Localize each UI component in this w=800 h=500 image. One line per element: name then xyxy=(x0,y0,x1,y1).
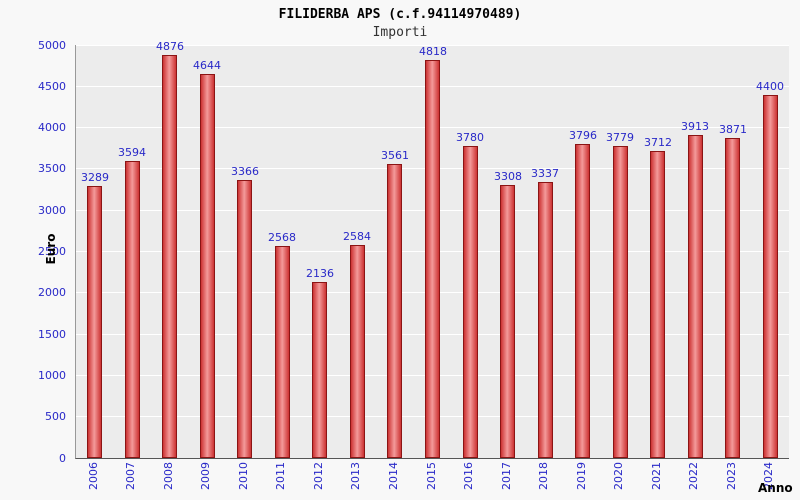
x-axis-tick-label: 2013 xyxy=(349,462,362,490)
x-axis-tick-label: 2009 xyxy=(199,462,212,490)
bar-value-label: 3594 xyxy=(118,146,146,159)
x-axis-title: Anno xyxy=(758,481,793,495)
bar-value-label: 4818 xyxy=(419,45,447,58)
y-axis-tick-label: 4000 xyxy=(38,121,66,135)
x-axis-tick-label: 2008 xyxy=(162,462,175,490)
bar-value-label: 3366 xyxy=(231,165,259,178)
x-axis-tick-label: 2019 xyxy=(575,462,588,490)
chart-subtitle: Importi xyxy=(372,25,428,40)
bar xyxy=(200,74,215,458)
bar-value-label: 3289 xyxy=(81,171,109,184)
bar xyxy=(725,138,740,458)
x-axis-tick-label: 2007 xyxy=(124,462,137,490)
gridline xyxy=(76,44,789,46)
bar xyxy=(162,55,177,458)
bar-value-label: 3779 xyxy=(606,131,634,144)
x-axis-tick-label: 2021 xyxy=(650,462,663,490)
y-axis-tick-label: 4500 xyxy=(38,79,66,93)
bar xyxy=(500,185,515,458)
bar xyxy=(387,164,402,458)
bar xyxy=(425,60,440,458)
bar xyxy=(275,246,290,458)
x-axis-tick-label: 2014 xyxy=(387,462,400,490)
x-axis-tick-label: 2006 xyxy=(87,462,100,490)
bar-value-label: 4876 xyxy=(156,40,184,53)
y-axis-tick-label: 0 xyxy=(59,451,66,465)
x-axis-tick-label: 2012 xyxy=(312,462,325,490)
x-axis-tick-label: 2017 xyxy=(500,462,513,490)
bar xyxy=(312,282,327,458)
bar xyxy=(763,95,778,458)
x-axis-tick-label: 2020 xyxy=(612,462,625,490)
chart-title: FILIDERBA APS (c.f.94114970489) xyxy=(278,7,522,22)
bar xyxy=(650,151,665,458)
bar-value-label: 3796 xyxy=(569,129,597,142)
y-axis-tick-label: 500 xyxy=(45,410,66,424)
bar-value-label: 3871 xyxy=(719,123,747,136)
y-axis-tick-labels: 0 500 1000 1500 2000 2500 3000 3500 4000 4500 5000 xyxy=(0,39,70,465)
x-axis-tick-label: 2015 xyxy=(425,462,438,490)
x-axis-tick-label: 2022 xyxy=(687,462,700,490)
bar xyxy=(613,146,628,458)
x-axis-tick-label: 2010 xyxy=(237,462,250,490)
bar xyxy=(87,186,102,458)
y-axis-tick-label: 5000 xyxy=(38,38,66,52)
x-axis-tick-label: 2023 xyxy=(725,462,738,490)
bar-value-label: 3913 xyxy=(681,120,709,133)
bar xyxy=(575,144,590,458)
bar xyxy=(463,146,478,458)
y-axis-tick-label: 1500 xyxy=(38,327,66,341)
y-axis-tick-label: 2000 xyxy=(38,286,66,300)
x-axis-tick-label: 2016 xyxy=(462,462,475,490)
bar-value-label: 3337 xyxy=(531,167,559,180)
bar-value-label: 3780 xyxy=(456,131,484,144)
bar-value-label: 3308 xyxy=(494,170,522,183)
bar-value-label: 2136 xyxy=(306,267,334,280)
x-axis-tick-label: 2011 xyxy=(274,462,287,490)
x-axis-tick-label: 2018 xyxy=(537,462,550,490)
bar xyxy=(350,245,365,458)
y-axis-title: Euro xyxy=(44,233,58,265)
bar-value-label: 2568 xyxy=(268,231,296,244)
y-axis-tick-label: 2500 xyxy=(38,245,66,258)
y-axis-tick-label: 3500 xyxy=(38,162,66,176)
bar-value-label: 3712 xyxy=(644,136,672,149)
bar xyxy=(237,180,252,458)
y-axis-tick-label: 3000 xyxy=(38,203,66,217)
bar xyxy=(688,135,703,458)
bar xyxy=(125,161,140,458)
bar-value-label: 2584 xyxy=(343,230,371,243)
bar-value-label: 4644 xyxy=(193,59,221,72)
x-axis-tick-labels: 2006 2007 2008 2009 2010 2011 2012 2013 2014 2015… xyxy=(75,458,788,500)
bar-value-label: 3561 xyxy=(381,149,409,162)
plot-area: 3289 3594 4876 4644 3366 2568 2136 2584 3561 4818… xyxy=(75,40,789,459)
y-axis-tick-label: 1000 xyxy=(38,368,66,382)
bar-value-label: 4400 xyxy=(756,80,784,93)
bar xyxy=(538,182,553,458)
